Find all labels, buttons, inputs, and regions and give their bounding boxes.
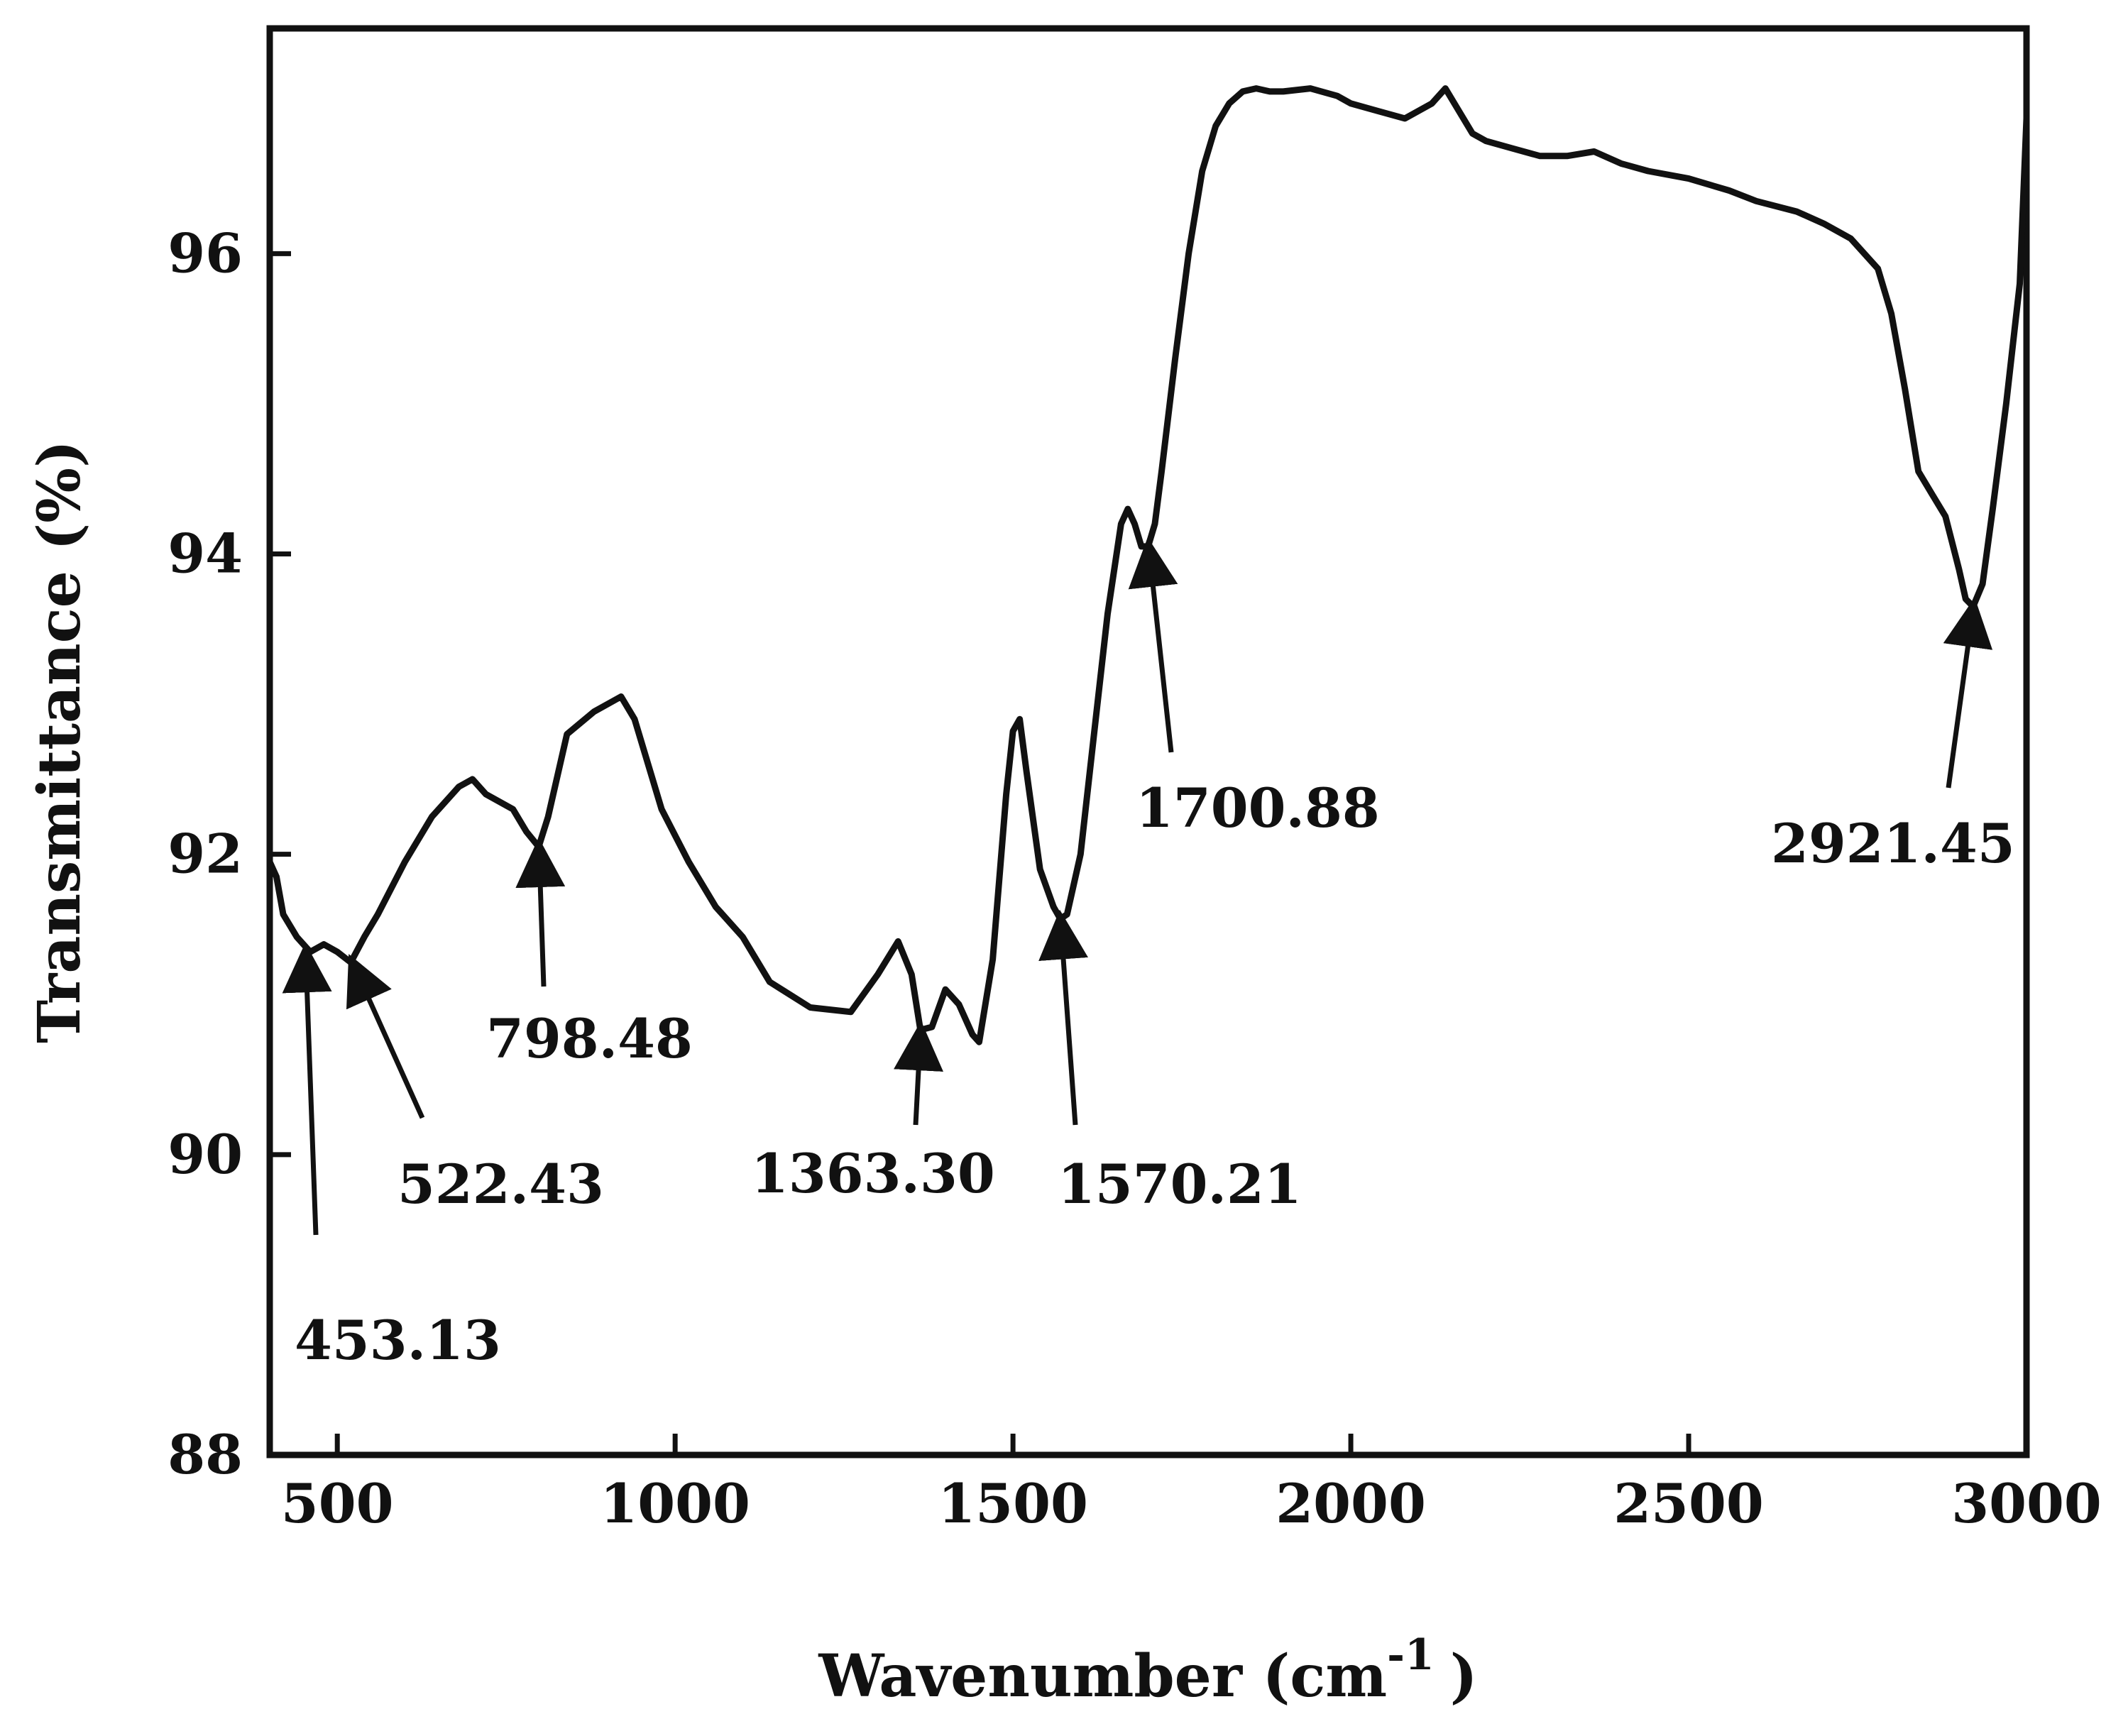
x-axis-title-text: Wavenumber (cm	[818, 1642, 1387, 1710]
x-axis-title-close: )	[1450, 1642, 1478, 1710]
peak-arrow	[346, 954, 425, 1119]
x-axis-title: Wavenumber (cm-1)	[818, 1630, 1477, 1710]
peak-arrow	[1943, 597, 1993, 789]
peak-arrow	[515, 837, 566, 987]
x-tick-label: 2500	[1613, 1472, 1764, 1535]
peak-arrow	[1038, 909, 1088, 1126]
annotation-layer: 453.13 522.43 798.48 1363.30 1570.21 1700.88 2…	[282, 537, 2015, 1372]
peak-label: 1570.21	[1058, 1153, 1302, 1216]
y-tick-label: 88	[168, 1423, 243, 1486]
x-tick-label: 2000	[1276, 1472, 1426, 1535]
x-tick-label: 3000	[1951, 1472, 2102, 1535]
x-axis-title-superscript: -1	[1387, 1630, 1435, 1680]
peak-label: 798.48	[486, 1007, 693, 1070]
peak-label: 1700.88	[1136, 776, 1380, 840]
peak-label: 2921.45	[1771, 812, 2015, 875]
y-tick-label: 94	[168, 522, 243, 586]
axes-layer: 500 1000 1500 2000 2500 3000 88 90 92 94 96	[168, 25, 2102, 1535]
peak-label: 453.13	[295, 1309, 501, 1372]
series-layer	[266, 85, 2030, 1045]
peak-arrow	[894, 1021, 943, 1126]
x-tick-label: 1500	[938, 1472, 1088, 1535]
y-tick-label: 96	[168, 221, 243, 285]
peak-arrow	[1128, 537, 1178, 753]
peak-label: 1363.30	[751, 1142, 995, 1205]
peak-arrow	[282, 943, 332, 1236]
spectrum-line	[266, 85, 2030, 1045]
x-tick-label: 500	[281, 1472, 394, 1535]
y-axis-title: Transmittance (%)	[26, 440, 94, 1043]
y-tick-label: 92	[168, 823, 243, 886]
peak-label: 522.43	[397, 1153, 604, 1216]
axis-titles: Wavenumber (cm-1) Transmittance (%)	[26, 440, 1478, 1710]
plot-frame	[266, 25, 2030, 1458]
y-tick-label: 90	[168, 1123, 243, 1186]
x-tick-label: 1000	[600, 1472, 750, 1535]
